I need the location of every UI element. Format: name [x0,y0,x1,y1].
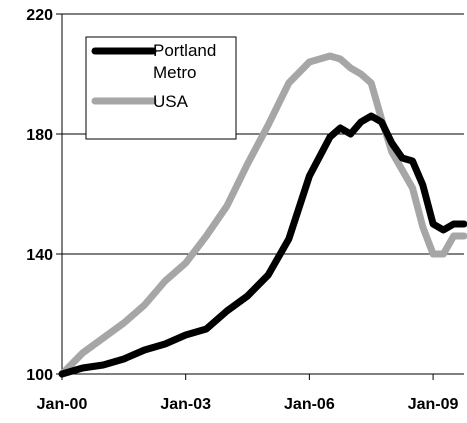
x-tick-label-Jan-06: Jan-06 [284,396,335,413]
x-tick-label-Jan-00: Jan-00 [37,396,88,413]
series-line-portland-metro [58,112,467,378]
series-line-usa [58,52,467,378]
legend-label-portland-metro-line2: Metro [153,63,196,82]
y-tick-label-140: 140 [26,247,53,264]
legend-label-portland-metro: Portland Metro [153,41,221,82]
y-tick-label-100: 100 [26,367,53,384]
legend-label-usa: USA [153,92,189,111]
x-tick-label-Jan-09: Jan-09 [408,396,459,413]
legend-label-portland-metro-line1: Portland [153,41,216,60]
x-tick-label-Jan-03: Jan-03 [160,396,211,413]
tick-labels: 100 140 180 220 Jan-00 Jan-03 Jan-06 Jan-09 [26,7,458,413]
series-lines [58,52,467,378]
legend: Portland Metro USA [85,36,237,140]
y-tick-label-220: 220 [26,7,53,24]
y-tick-label-180: 180 [26,127,53,144]
